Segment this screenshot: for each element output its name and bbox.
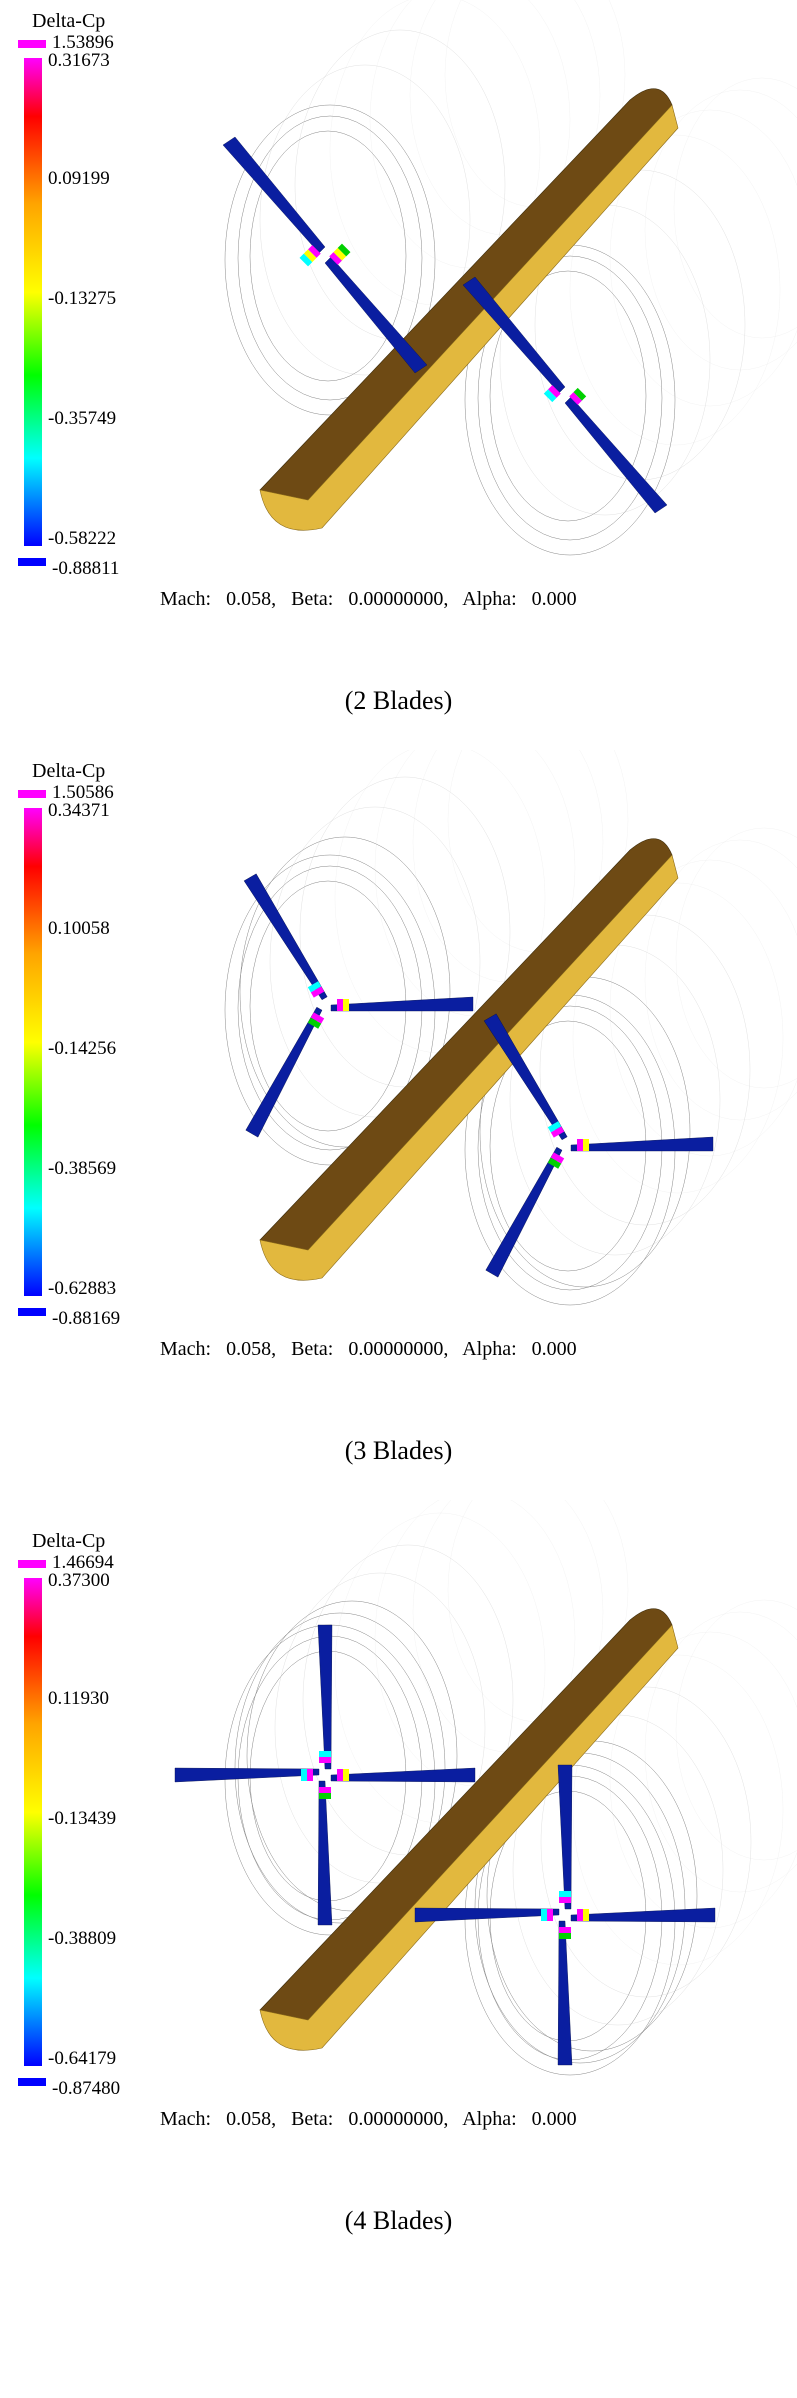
colorbar-gradient bbox=[24, 58, 42, 546]
panel-2blades: Delta-Cp 1.53896 0.31673 0.09199 -0.1327… bbox=[0, 0, 797, 670]
beta-value: 0.00000000, bbox=[348, 2108, 448, 2130]
mach-label: Mach: bbox=[160, 2108, 211, 2130]
prop-right bbox=[484, 1014, 713, 1277]
sub-caption-3blades: (3 Blades) bbox=[0, 1420, 797, 1500]
alpha-value: 0.000 bbox=[532, 1338, 577, 1360]
viz-4blades: Mach: 0.058, Beta: 0.00000000, Alpha: 0.… bbox=[150, 1500, 797, 2190]
colorbar-max-swatch bbox=[18, 40, 46, 48]
mach-value: 0.058, bbox=[226, 1338, 276, 1360]
colorbar-tick: -0.14256 bbox=[48, 1038, 116, 1060]
colorbar-tick: 0.09199 bbox=[48, 168, 110, 190]
colorbar-gradient bbox=[24, 1578, 42, 2066]
alpha-label: Alpha: bbox=[462, 1338, 516, 1360]
alpha-label: Alpha: bbox=[462, 588, 516, 610]
beta-label: Beta: bbox=[291, 2108, 333, 2130]
colorbar-tick: -0.38809 bbox=[48, 1928, 116, 1950]
colorbar-tick: -0.35749 bbox=[48, 408, 116, 430]
colorbar-max-swatch bbox=[18, 790, 46, 798]
beta-value: 0.00000000, bbox=[348, 1338, 448, 1360]
viz-3blades: Mach: 0.058, Beta: 0.00000000, Alpha: 0.… bbox=[150, 750, 797, 1420]
alpha-value: 0.000 bbox=[532, 588, 577, 610]
colorbar-tick: -0.38569 bbox=[48, 1158, 116, 1180]
colorbar-min-label: -0.88169 bbox=[52, 1308, 120, 1330]
colorbar-title: Delta-Cp bbox=[32, 760, 105, 783]
colorbar: Delta-Cp 1.50586 0.34371 0.10058 -0.1425… bbox=[0, 750, 150, 1420]
flight-params: Mach: 0.058, Beta: 0.00000000, Alpha: 0.… bbox=[160, 588, 577, 611]
colorbar-min-label: -0.88811 bbox=[52, 558, 119, 580]
panel-4blades: Delta-Cp 1.46694 0.37300 0.11930 -0.1343… bbox=[0, 1500, 797, 2190]
colorbar-min-label: -0.87480 bbox=[52, 2078, 120, 2100]
colorbar-tick: -0.13275 bbox=[48, 288, 116, 310]
mach-label: Mach: bbox=[160, 1338, 211, 1360]
colorbar-min-swatch bbox=[18, 1308, 46, 1316]
colorbar-min-swatch bbox=[18, 2078, 46, 2086]
alpha-label: Alpha: bbox=[462, 2108, 516, 2130]
mach-label: Mach: bbox=[160, 588, 211, 610]
colorbar-max-swatch bbox=[18, 1560, 46, 1568]
panel-3blades: Delta-Cp 1.50586 0.34371 0.10058 -0.1425… bbox=[0, 750, 797, 1420]
colorbar-tick: 0.10058 bbox=[48, 918, 110, 940]
colorbar-tick: -0.64179 bbox=[48, 2048, 116, 2070]
beta-label: Beta: bbox=[291, 1338, 333, 1360]
colorbar-gradient bbox=[24, 808, 42, 1296]
colorbar-tick: 0.34371 bbox=[48, 800, 110, 822]
sub-caption-2blades: (2 Blades) bbox=[0, 670, 797, 750]
viz-2blades: Mach: 0.058, Beta: 0.00000000, Alpha: 0.… bbox=[150, 0, 797, 670]
flight-params: Mach: 0.058, Beta: 0.00000000, Alpha: 0.… bbox=[160, 1338, 577, 1361]
colorbar-title: Delta-Cp bbox=[32, 10, 105, 33]
colorbar-title: Delta-Cp bbox=[32, 1530, 105, 1553]
mach-value: 0.058, bbox=[226, 588, 276, 610]
colorbar: Delta-Cp 1.53896 0.31673 0.09199 -0.1327… bbox=[0, 0, 150, 670]
mach-value: 0.058, bbox=[226, 2108, 276, 2130]
colorbar-min-swatch bbox=[18, 558, 46, 566]
alpha-value: 0.000 bbox=[532, 2108, 577, 2130]
sub-caption-4blades: (4 Blades) bbox=[0, 2190, 797, 2270]
colorbar-tick: 0.37300 bbox=[48, 1570, 110, 1592]
colorbar: Delta-Cp 1.46694 0.37300 0.11930 -0.1343… bbox=[0, 1500, 150, 2190]
colorbar-tick: -0.13439 bbox=[48, 1808, 116, 1830]
colorbar-tick: 0.11930 bbox=[48, 1688, 109, 1710]
colorbar-tick: 0.31673 bbox=[48, 50, 110, 72]
flight-params: Mach: 0.058, Beta: 0.00000000, Alpha: 0.… bbox=[160, 2108, 577, 2131]
colorbar-tick: -0.58222 bbox=[48, 528, 116, 550]
beta-label: Beta: bbox=[291, 588, 333, 610]
beta-value: 0.00000000, bbox=[348, 588, 448, 610]
colorbar-tick: -0.62883 bbox=[48, 1278, 116, 1300]
